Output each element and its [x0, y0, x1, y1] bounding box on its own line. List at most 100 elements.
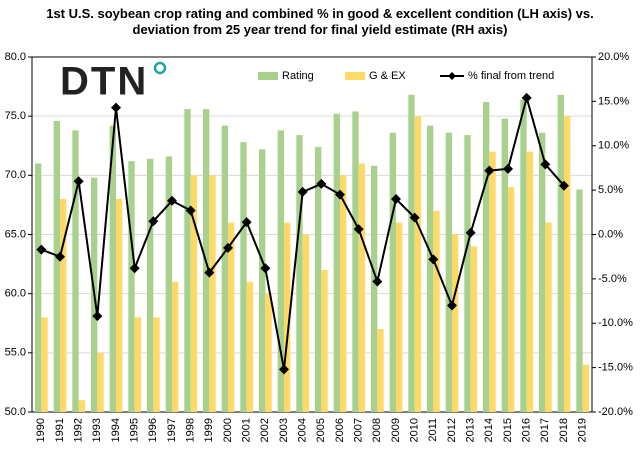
bar — [246, 281, 254, 412]
bar — [538, 132, 546, 412]
bar — [377, 329, 384, 412]
x-tick-label: 2002 — [259, 418, 271, 442]
marker — [241, 217, 252, 228]
x-tick-label: 1991 — [54, 418, 66, 442]
y2-tick-label: -10.0% — [598, 317, 633, 329]
bar — [172, 281, 179, 412]
bar — [302, 234, 310, 412]
x-tick-label: 2006 — [334, 418, 346, 442]
marker — [540, 159, 551, 170]
bar — [526, 151, 534, 412]
marker — [484, 165, 495, 176]
bar — [116, 199, 123, 412]
bar — [433, 210, 440, 412]
x-tick-label: 2008 — [371, 418, 383, 442]
marker — [73, 176, 84, 187]
bar — [109, 125, 116, 412]
marker — [111, 102, 121, 113]
bar — [321, 270, 328, 412]
bar — [396, 222, 403, 412]
bar — [408, 94, 415, 412]
bar — [221, 125, 228, 412]
x-tick-label: 2010 — [409, 418, 421, 442]
x-tick-label: 2015 — [502, 418, 514, 442]
bar — [284, 222, 291, 412]
marker — [372, 276, 383, 287]
y2-tick-label: -15.0% — [598, 362, 633, 374]
marker — [353, 224, 364, 235]
x-tick-label: 1997 — [166, 418, 178, 442]
bar — [53, 120, 60, 413]
marker — [521, 92, 532, 103]
x-tick-label: 2005 — [315, 418, 327, 442]
bar — [258, 149, 266, 413]
bar — [358, 163, 366, 412]
x-tick-label: 1994 — [110, 418, 122, 442]
y2-tick-label: 5.0% — [598, 184, 623, 196]
x-tick-label: 1996 — [147, 418, 159, 442]
bar — [134, 317, 142, 412]
marker — [279, 364, 289, 375]
bar — [296, 135, 303, 412]
marker — [316, 178, 327, 189]
marker — [129, 263, 140, 274]
bar — [501, 118, 508, 413]
bar — [470, 246, 478, 412]
y2-tick-label: -5.0% — [598, 273, 627, 285]
marker — [148, 216, 159, 227]
y2-tick-label: -20.0% — [598, 406, 633, 418]
bar — [228, 222, 235, 412]
marker — [391, 194, 401, 204]
x-tick-label: 1992 — [73, 418, 85, 442]
y-tick-label: 50.0 — [5, 406, 26, 418]
y-tick-label: 75.0 — [5, 110, 26, 122]
bar — [165, 156, 172, 412]
x-tick-label: 2018 — [558, 418, 570, 442]
bar — [184, 109, 191, 413]
x-tick-label: 2017 — [539, 418, 551, 442]
marker — [503, 163, 513, 174]
y-tick-label: 55.0 — [5, 347, 26, 359]
bar — [426, 125, 434, 412]
bar — [564, 116, 571, 413]
bar — [464, 135, 471, 412]
bar — [41, 317, 48, 412]
x-tick-label: 2009 — [390, 418, 402, 442]
x-tick-label: 1993 — [91, 418, 103, 442]
legend-label: % final from trend — [468, 70, 554, 82]
marker — [559, 180, 569, 191]
y2-tick-label: 0.0% — [598, 228, 623, 240]
bar — [414, 116, 422, 413]
bar — [97, 352, 104, 412]
x-tick-label: 2001 — [241, 418, 253, 442]
bar — [520, 99, 527, 412]
bar — [445, 132, 452, 412]
y-tick-label: 80.0 — [5, 51, 26, 63]
bar — [508, 187, 515, 412]
bar — [370, 165, 378, 412]
marker — [428, 254, 439, 265]
marker — [447, 300, 457, 311]
bar — [352, 111, 359, 412]
marker — [55, 251, 65, 262]
x-tick-label: 2011 — [427, 418, 439, 442]
x-tick-label: 2007 — [353, 418, 365, 442]
marker — [223, 242, 233, 253]
y2-tick-label: 15.0% — [598, 95, 629, 107]
bar — [240, 142, 247, 412]
bar — [153, 317, 160, 412]
legend-label: Rating — [282, 70, 314, 82]
marker — [36, 244, 47, 255]
logo: DTN — [60, 60, 148, 104]
y2-tick-label: 10.0% — [598, 140, 629, 152]
x-tick-label: 1998 — [185, 418, 197, 442]
bar — [314, 146, 322, 412]
bar — [582, 364, 590, 412]
bar — [190, 175, 198, 412]
x-tick-label: 2004 — [297, 418, 309, 442]
marker — [204, 267, 215, 278]
x-tick-label: 2013 — [465, 418, 477, 442]
marker — [297, 186, 308, 197]
